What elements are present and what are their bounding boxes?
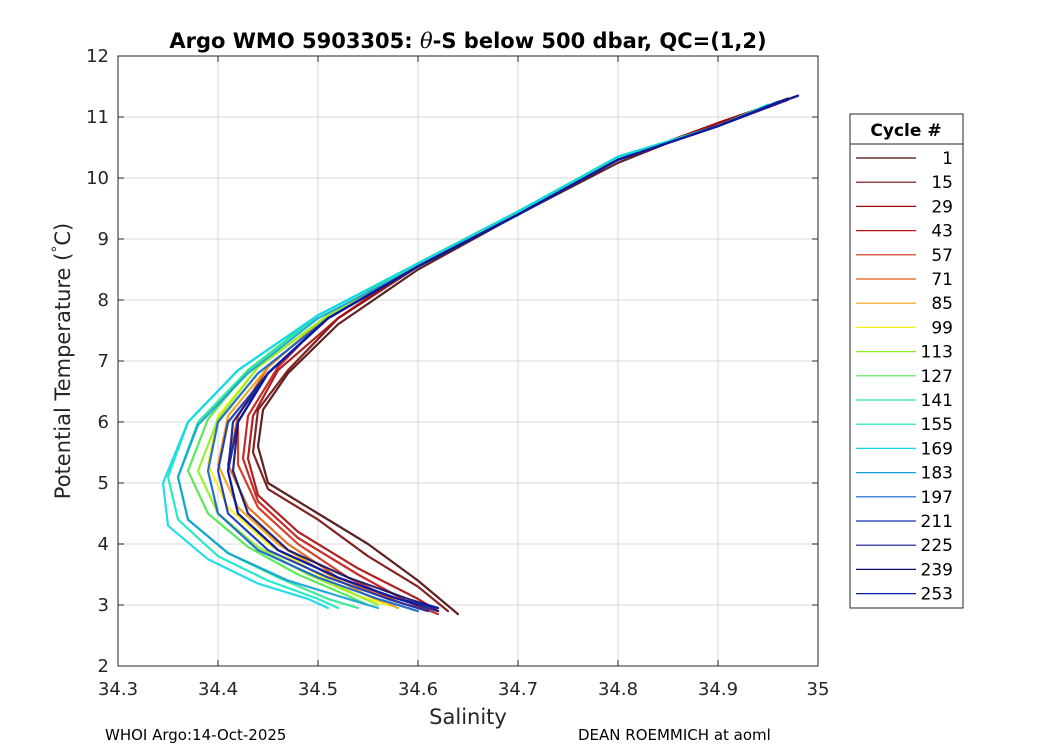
legend-label: 225 <box>921 536 953 556</box>
footer-left: WHOI Argo:14-Oct-2025 <box>105 726 286 744</box>
y-tick-label: 11 <box>86 107 109 128</box>
legend-label: 141 <box>921 391 953 411</box>
y-axis: 2 3 4 5 6 7 8 9 10 11 12 <box>86 46 818 677</box>
x-tick-label: 34.8 <box>598 679 638 700</box>
legend-label: 43 <box>931 222 953 242</box>
legend: Cycle # 1 15 29 43 57 71 85 99 113 127 141 155 169 18… <box>849 113 964 609</box>
y-tick-label: 10 <box>86 168 109 189</box>
legend-label: 1 <box>942 149 953 169</box>
x-axis-label: Salinity <box>429 705 507 729</box>
x-tick-label: 35 <box>807 679 830 700</box>
legend-item: 253 <box>856 585 953 605</box>
y-axis-label: Potential Temperature (°C) <box>50 223 75 499</box>
chart-title: Argo WMO 5903305: θ-S below 500 dbar, QC… <box>169 29 766 53</box>
series-line-cycle-1 <box>256 94 800 616</box>
legend-item: 85 <box>856 294 953 314</box>
legend-label: 253 <box>921 585 953 605</box>
legend-item: 127 <box>856 367 953 387</box>
y-tick-label: 8 <box>98 290 109 311</box>
y-tick-label: 9 <box>98 229 109 250</box>
legend-label: 169 <box>921 439 953 459</box>
x-tick-label: 34.6 <box>398 679 438 700</box>
legend-item: 99 <box>856 318 953 338</box>
legend-label: 71 <box>931 270 953 290</box>
legend-items: 1 15 29 43 57 71 85 99 113 127 141 155 169 183 197 211 2… <box>856 149 953 605</box>
legend-item: 239 <box>856 560 953 580</box>
legend-item: 155 <box>856 415 953 435</box>
x-tick-label: 34.3 <box>98 679 138 700</box>
x-tick-label: 34.7 <box>498 679 538 700</box>
y-tick-label: 4 <box>98 534 109 555</box>
legend-item: 183 <box>856 464 953 484</box>
y-tick-label: 5 <box>98 473 109 494</box>
y-tick-label: 6 <box>98 412 109 433</box>
legend-item: 225 <box>856 536 953 556</box>
x-tick-label: 34.9 <box>698 679 738 700</box>
legend-title: Cycle # <box>870 121 941 141</box>
legend-item: 57 <box>856 246 953 266</box>
y-tick-label: 7 <box>98 351 109 372</box>
x-axis: 34.3 34.4 34.5 34.6 34.7 34.8 34.9 35 <box>98 56 829 700</box>
legend-label: 29 <box>931 197 953 217</box>
y-tick-label: 2 <box>98 656 109 677</box>
legend-item: 113 <box>856 343 953 363</box>
x-tick-label: 34.4 <box>198 679 238 700</box>
legend-item: 141 <box>856 391 953 411</box>
legend-item: 15 <box>856 173 953 193</box>
legend-item: 43 <box>856 222 953 242</box>
legend-label: 211 <box>921 512 953 532</box>
legend-item: 197 <box>856 488 953 508</box>
legend-label: 239 <box>921 560 953 580</box>
series-line-cycle-253 <box>226 94 800 610</box>
legend-label: 85 <box>931 294 953 314</box>
legend-label: 113 <box>921 343 953 363</box>
legend-item: 1 <box>856 149 953 169</box>
y-tick-label: 3 <box>98 595 109 616</box>
x-tick-label: 34.5 <box>298 679 338 700</box>
legend-label: 155 <box>921 415 953 435</box>
footer-right: DEAN ROEMMICH at aoml <box>578 726 771 744</box>
y-tick-label: 12 <box>86 46 109 67</box>
legend-label: 183 <box>921 464 953 484</box>
legend-label: 197 <box>921 488 953 508</box>
legend-label: 99 <box>931 318 953 338</box>
legend-label: 127 <box>921 367 953 387</box>
legend-box <box>849 113 964 609</box>
legend-label: 15 <box>931 173 953 193</box>
legend-item: 71 <box>856 270 953 290</box>
legend-item: 169 <box>856 439 953 459</box>
series-group <box>161 94 800 616</box>
legend-item: 29 <box>856 197 953 217</box>
legend-item: 211 <box>856 512 953 532</box>
series-line-cycle-169 <box>161 103 770 610</box>
legend-label: 57 <box>931 246 953 266</box>
